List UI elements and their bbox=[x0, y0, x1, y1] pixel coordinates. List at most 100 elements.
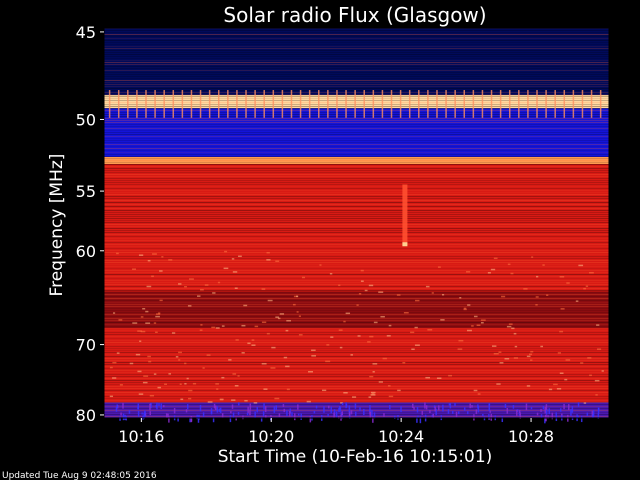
stripe bbox=[104, 164, 609, 165]
stripe bbox=[104, 68, 609, 69]
spot bbox=[295, 295, 299, 298]
spot bbox=[264, 406, 267, 413]
spot bbox=[535, 296, 539, 298]
stripe bbox=[104, 356, 609, 357]
x-tick-label: 10:28 bbox=[508, 427, 554, 446]
burst-spot-0 bbox=[402, 242, 408, 247]
stripe bbox=[104, 336, 609, 337]
spot bbox=[242, 415, 244, 420]
spot bbox=[370, 394, 376, 396]
y-tick-label: 70 bbox=[76, 336, 96, 355]
stripe bbox=[104, 266, 609, 267]
spot bbox=[553, 383, 558, 386]
spot bbox=[137, 330, 142, 332]
spot bbox=[275, 405, 278, 410]
stripe bbox=[104, 190, 609, 191]
spot bbox=[135, 353, 141, 356]
stripe bbox=[104, 74, 609, 75]
spot bbox=[163, 90, 165, 118]
stripe bbox=[104, 350, 609, 351]
spot bbox=[427, 329, 433, 331]
spot bbox=[298, 334, 303, 336]
spot bbox=[561, 417, 563, 421]
spot bbox=[165, 413, 168, 418]
spot bbox=[438, 405, 440, 411]
spot bbox=[448, 374, 453, 377]
stripe bbox=[104, 382, 609, 383]
spot bbox=[146, 285, 152, 288]
spot bbox=[210, 411, 213, 414]
band-0 bbox=[104, 28, 609, 36]
band-6 bbox=[104, 291, 609, 329]
stripe bbox=[104, 264, 609, 265]
stripe bbox=[104, 388, 609, 389]
stripe bbox=[104, 40, 609, 41]
spot bbox=[441, 293, 445, 296]
stripe bbox=[104, 114, 609, 115]
spot bbox=[145, 310, 149, 313]
spot bbox=[148, 360, 152, 363]
spot bbox=[145, 90, 147, 118]
x-tick-label: 10:20 bbox=[248, 427, 294, 446]
spot bbox=[283, 408, 285, 413]
stripe bbox=[104, 92, 609, 93]
spot bbox=[437, 266, 441, 268]
spot bbox=[555, 412, 557, 419]
spot bbox=[536, 90, 538, 118]
stripe bbox=[104, 342, 609, 343]
spot bbox=[178, 351, 182, 354]
stripe bbox=[104, 154, 609, 155]
spot bbox=[540, 345, 544, 348]
spot bbox=[231, 258, 235, 260]
spot bbox=[570, 409, 572, 416]
spot bbox=[232, 412, 235, 418]
stripe bbox=[104, 72, 609, 73]
spot bbox=[340, 402, 343, 404]
spot bbox=[511, 327, 515, 330]
stripe bbox=[104, 218, 609, 219]
spot bbox=[540, 408, 542, 412]
stripe bbox=[104, 70, 609, 71]
stripe bbox=[104, 106, 609, 107]
stripe bbox=[104, 352, 609, 353]
spot bbox=[526, 355, 531, 358]
spot bbox=[301, 276, 306, 279]
spot bbox=[343, 392, 348, 394]
spot bbox=[518, 412, 521, 416]
spot bbox=[339, 346, 343, 349]
spot bbox=[286, 388, 290, 391]
spot bbox=[459, 297, 462, 299]
spot bbox=[196, 414, 198, 420]
spot bbox=[217, 281, 221, 284]
x-axis-ticks: 10:16 10:20 10:24 10:28 bbox=[118, 418, 554, 446]
spot bbox=[501, 295, 506, 298]
spot bbox=[425, 405, 428, 410]
spot bbox=[519, 412, 522, 419]
spot bbox=[590, 90, 593, 118]
stripe bbox=[104, 312, 609, 313]
spot bbox=[559, 276, 565, 278]
spot bbox=[472, 90, 475, 118]
spot bbox=[173, 408, 176, 414]
spot bbox=[190, 90, 193, 118]
spot bbox=[466, 329, 472, 332]
spot bbox=[232, 373, 237, 375]
stripe bbox=[104, 228, 609, 229]
spot bbox=[153, 373, 157, 375]
stripe bbox=[104, 108, 609, 109]
spot bbox=[427, 90, 429, 118]
stripe bbox=[104, 360, 609, 361]
spot bbox=[508, 323, 513, 325]
spot bbox=[548, 388, 553, 391]
stripe bbox=[104, 306, 609, 307]
spot bbox=[152, 253, 157, 255]
spot bbox=[412, 403, 414, 408]
spot bbox=[161, 256, 164, 258]
spot bbox=[285, 329, 289, 332]
stripe bbox=[104, 248, 609, 249]
stripe bbox=[104, 86, 609, 87]
spot bbox=[330, 336, 334, 338]
spot bbox=[154, 90, 156, 118]
spot bbox=[354, 411, 357, 417]
spot bbox=[109, 366, 113, 369]
